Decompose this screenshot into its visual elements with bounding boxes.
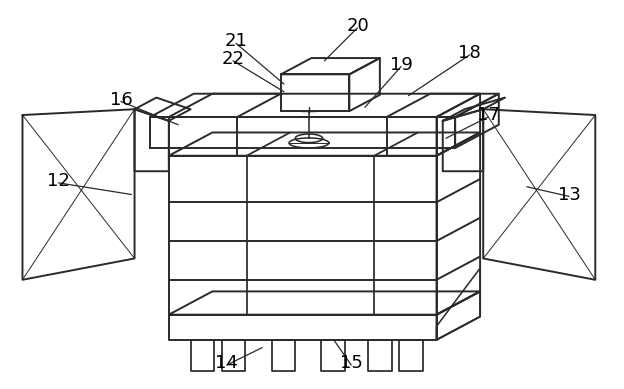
Text: 15: 15: [340, 354, 363, 372]
Text: 16: 16: [110, 91, 132, 109]
Text: 12: 12: [47, 172, 71, 190]
Text: 21: 21: [225, 32, 248, 51]
Text: 18: 18: [458, 44, 481, 62]
Text: 17: 17: [477, 106, 500, 124]
Text: 20: 20: [346, 17, 369, 35]
Text: 14: 14: [215, 354, 238, 372]
Text: 19: 19: [390, 56, 412, 74]
Text: 13: 13: [558, 186, 581, 203]
Text: 22: 22: [222, 50, 245, 68]
